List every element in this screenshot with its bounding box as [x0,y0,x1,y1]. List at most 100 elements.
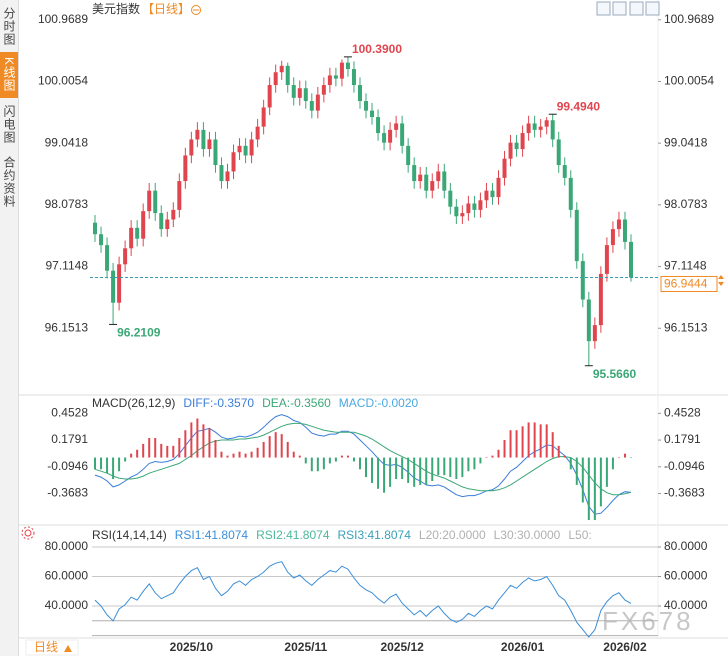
y-tick-label: 100.0054 [38,74,88,88]
macd-bar [575,457,578,485]
candle-body [520,133,525,150]
y-tick-label: 80.0000 [664,539,708,553]
y-tick-label: 96.1513 [45,320,89,334]
chart-title: RSI(14,14,14) [92,528,167,542]
macd-bar [371,457,374,483]
candle-body [309,101,314,111]
y-tick-label: 100.9689 [38,12,88,26]
tab[interactable]: 分时图 [2,6,16,46]
candle-body [544,120,549,127]
y-tick-label: 40.0000 [45,598,89,612]
candle-body [628,241,633,278]
y-tick-label: 60.0000 [664,569,708,583]
macd-bar [611,457,614,470]
macd-bar [154,438,157,458]
candle-body [472,203,477,210]
candle-body [255,126,260,140]
x-tick-label: 2025/12 [380,640,424,654]
macd-bar [292,451,295,458]
indicator-button[interactable] [629,1,644,16]
macd-bar [581,457,584,503]
y-tick-label: -0.0946 [47,459,88,473]
macd-bar [166,445,169,458]
legend-entry: MACD:-0.0020 [339,396,419,410]
candle-body [466,203,471,214]
macd-bar [431,457,434,481]
candle-body [279,65,284,73]
zoom-in-button[interactable] [596,1,611,16]
macd-bar [503,439,506,458]
macd-bar [208,428,211,458]
macd-bar [467,457,470,472]
macd-bar [142,443,145,458]
macd-bar [202,424,205,458]
settings-icon-core [24,529,32,537]
candle-body [532,123,537,130]
macd-bar [599,457,602,507]
candle-body [562,165,567,178]
candle-body [364,101,369,111]
candle-body [249,139,254,156]
candle-body [183,155,188,182]
macd-bar [310,457,313,472]
macd-bar [346,455,349,458]
macd-bar [358,457,361,470]
tab[interactable]: 闪电图 [2,104,16,144]
candle-body [267,85,272,108]
indicator-line [94,422,632,496]
candle-body [297,88,302,98]
zoom-out-button[interactable] [612,1,627,16]
y-tick-label: 60.0000 [45,569,89,583]
macd-bar [328,457,331,464]
macd-bar [407,457,410,483]
macd-bar [172,445,175,458]
candle-body [135,227,140,239]
candle-body [556,139,561,166]
candle-body [237,145,242,153]
candle-body [261,107,266,127]
y-tick-label: 100.0054 [664,74,714,88]
candle-body [219,165,224,182]
period-label[interactable]: 日线 [34,640,58,654]
candle-body [598,273,603,326]
legend-entry: RSI3:41.8074 [338,528,412,542]
macd-bar [377,457,380,489]
y-tick-label: 97.1148 [664,259,707,273]
macd-bar [629,457,632,459]
y-tick-label: 98.0783 [45,197,89,211]
tab[interactable]: 合约资料 [2,156,16,208]
macd-bar [527,422,530,458]
macd-bar [178,438,181,458]
candle-body [165,219,170,230]
x-tick-label: 2026/01 [501,640,545,654]
macd-bar [383,457,386,493]
tab[interactable]: K线图 [0,52,18,98]
macd-bar [449,457,452,478]
macd-bar [437,457,440,476]
indicator-line [94,414,632,515]
macd-bar [244,453,247,458]
macd-bar [563,455,566,458]
y-tick-label: 98.0783 [664,197,708,211]
macd-bar [395,457,398,480]
period-arrow[interactable] [64,645,72,652]
candle-body [147,190,152,212]
settings-icon[interactable] [21,526,35,540]
macd-bar [569,457,572,470]
legend-entry: L20:20.0000 [419,528,486,542]
macd-bar [545,424,548,458]
y-tick-label: 0.4528 [51,406,88,420]
macd-bar [190,422,193,458]
macd-bar [539,424,542,458]
macd-bar [226,455,229,458]
candle-body [177,181,182,210]
candle-body [550,120,555,140]
extreme-label: 99.4940 [557,99,601,113]
candle-body [400,123,405,146]
macd-bar [334,457,337,462]
macd-bar [365,457,368,478]
fullscreen-button[interactable] [645,1,660,16]
macd-bar [148,438,151,458]
